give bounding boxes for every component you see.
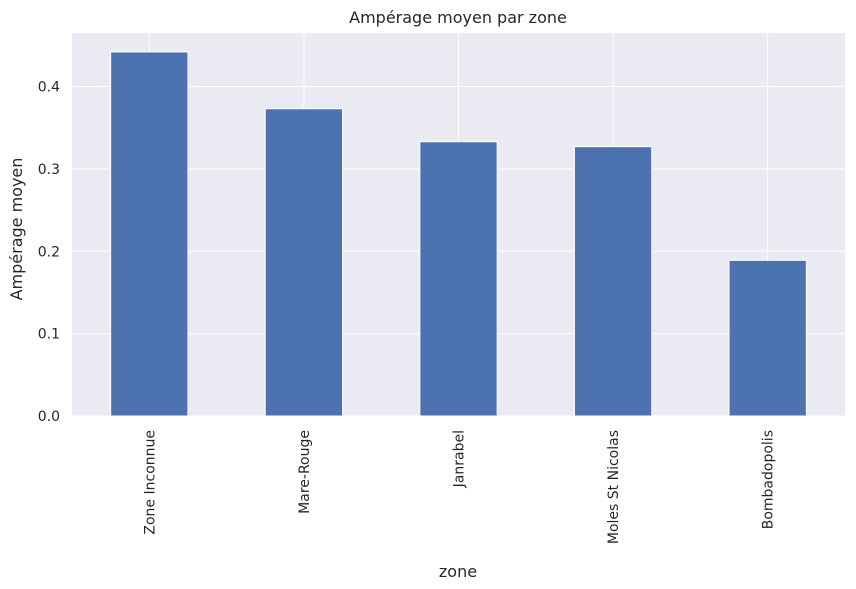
x-axis-label: zone — [439, 562, 477, 581]
y-tick-label: 0.1 — [38, 327, 60, 343]
x-tick-labels: Zone Inconnue Mare-Rouge Janrabel Moles St … — [142, 430, 776, 544]
x-tick-label: Janrabel — [452, 430, 468, 488]
chart-title: Ampérage moyen par zone — [349, 8, 567, 27]
x-tick-label: Zone Inconnue — [142, 430, 158, 535]
y-tick-label: 0.3 — [38, 162, 60, 178]
y-tick-label: 0.2 — [38, 244, 60, 260]
x-tick-label: Moles St Nicolas — [606, 430, 622, 544]
y-tick-label: 0.4 — [38, 80, 60, 96]
bar — [264, 108, 344, 417]
x-tick-label: Bombadopolis — [761, 430, 777, 529]
y-axis-label: Ampérage moyen — [7, 158, 26, 301]
bar — [728, 259, 807, 417]
y-tick-label: 0.0 — [38, 409, 60, 425]
bar — [110, 51, 189, 417]
y-tick-labels: 0.0 0.1 0.2 0.3 0.4 — [38, 80, 60, 425]
bars — [110, 51, 807, 417]
bar — [573, 146, 653, 417]
x-tick-label: Mare-Rouge — [297, 430, 313, 514]
bar — [419, 141, 498, 417]
